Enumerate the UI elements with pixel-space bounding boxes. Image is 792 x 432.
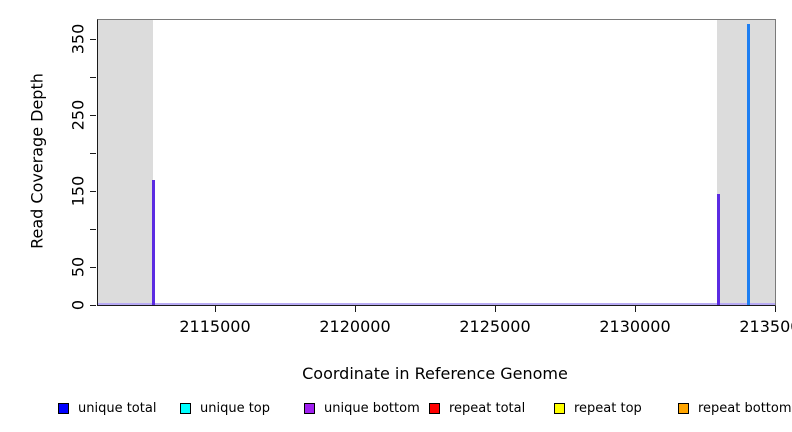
y-tick: [90, 229, 96, 230]
y-tick-label: 0: [68, 299, 88, 311]
coverage-spike: [747, 23, 751, 305]
x-tick: [215, 306, 216, 312]
y-tick: [90, 77, 96, 78]
y-tick: [90, 191, 96, 192]
y-tick: [90, 115, 96, 116]
y-tick-label: 350: [68, 23, 88, 55]
x-tick: [775, 306, 776, 312]
plot-area: [97, 19, 776, 306]
legend-label: unique top: [200, 400, 271, 416]
y-tick: [90, 153, 96, 154]
legend-label: repeat bottom: [698, 400, 792, 416]
coverage-spike: [151, 179, 155, 305]
legend-item: repeat total: [429, 400, 525, 416]
legend-label: unique total: [78, 400, 157, 416]
legend-swatch: [554, 402, 565, 414]
x-tick: [355, 306, 356, 312]
x-tick-label: 2125000: [459, 317, 531, 336]
shaded-region: [98, 20, 154, 305]
x-tick-label: 2115000: [179, 317, 251, 336]
y-tick: [90, 39, 96, 40]
y-tick-label: 50: [68, 256, 88, 278]
legend-swatch: [678, 402, 689, 414]
x-tick: [635, 306, 636, 312]
y-tick: [90, 267, 96, 268]
legend-item: unique total: [58, 400, 156, 416]
y-tick-label: 250: [68, 99, 88, 131]
legend-swatch: [58, 402, 69, 414]
legend-label: unique bottom: [324, 400, 420, 416]
y-tick-label: 150: [68, 175, 88, 207]
legend-item: repeat top: [554, 400, 642, 416]
x-axis-title: Coordinate in Reference Genome: [302, 364, 568, 383]
legend-label: repeat total: [449, 400, 526, 416]
legend-swatch: [429, 402, 440, 414]
legend-swatch: [180, 402, 191, 414]
shaded-region: [716, 20, 775, 305]
legend-item: repeat bottom: [678, 400, 792, 416]
x-tick: [495, 306, 496, 312]
y-axis-title: Read Coverage Depth: [27, 73, 47, 249]
legend-label: repeat top: [574, 400, 642, 416]
legend-swatch: [304, 402, 315, 414]
y-tick: [90, 305, 96, 306]
legend-item: unique top: [180, 400, 270, 416]
x-tick-label: 2130000: [599, 317, 671, 336]
x-tick-label: 2135000: [739, 317, 792, 336]
coverage-baseline: [98, 303, 775, 305]
x-tick-label: 2120000: [319, 317, 391, 336]
legend-item: unique bottom: [304, 400, 420, 416]
coverage-spike: [716, 194, 720, 305]
